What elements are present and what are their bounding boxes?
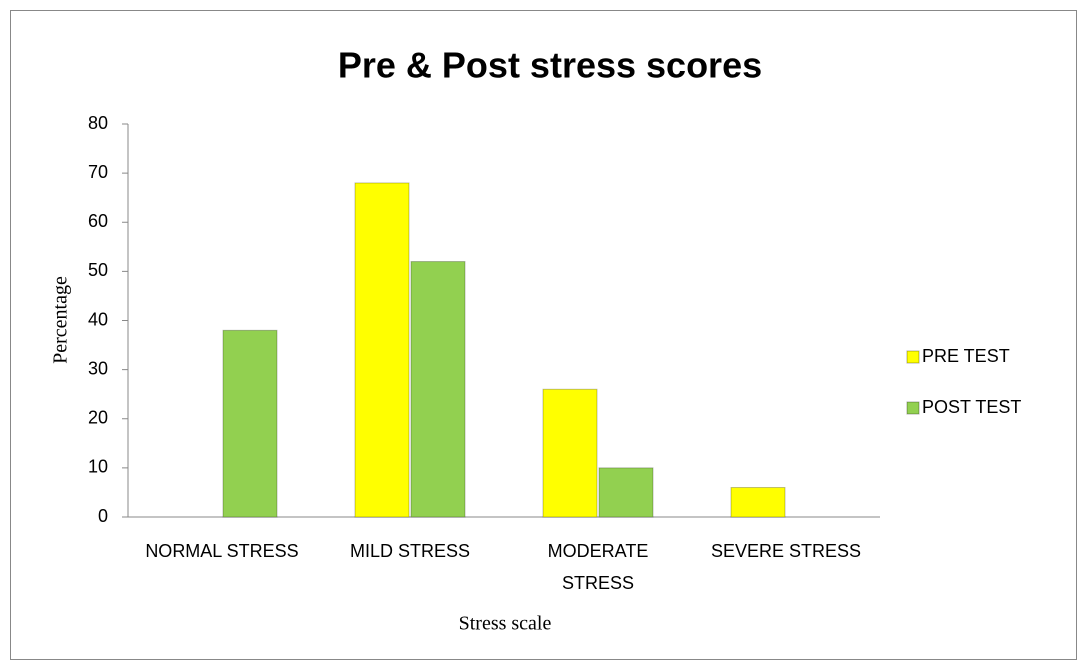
- bar: [354, 182, 410, 518]
- legend-swatch: [906, 350, 920, 364]
- bar: [542, 388, 598, 518]
- y-tick-label: 10: [88, 457, 108, 477]
- bar: [730, 487, 786, 518]
- x-tick-label: MILD STRESS: [350, 541, 470, 561]
- x-tick-label: NORMAL STRESS: [145, 541, 298, 561]
- bar: [598, 467, 654, 518]
- y-tick-label: 0: [98, 506, 108, 526]
- x-tick-label: MODERATE STRESS: [548, 541, 649, 593]
- y-tick-label: 40: [88, 309, 108, 329]
- bar: [222, 329, 278, 518]
- legend-label: PRE TEST: [922, 346, 1010, 366]
- x-tick-label: SEVERE STRESS: [711, 541, 861, 561]
- legend-swatch: [906, 401, 920, 415]
- y-tick-label: 60: [88, 211, 108, 231]
- y-tick-label: 20: [88, 408, 108, 428]
- y-tick-label: 70: [88, 162, 108, 182]
- y-axis-label: Percentage: [50, 276, 72, 364]
- legend-label: POST TEST: [922, 397, 1021, 417]
- bar: [410, 261, 466, 518]
- y-tick-label: 50: [88, 260, 108, 280]
- y-tick-label: 80: [88, 113, 108, 133]
- chart-border: [10, 10, 1077, 660]
- chart-title: Pre & Post stress scores: [338, 45, 762, 86]
- y-tick-label: 30: [88, 358, 108, 378]
- x-axis-label: Stress scale: [459, 613, 552, 635]
